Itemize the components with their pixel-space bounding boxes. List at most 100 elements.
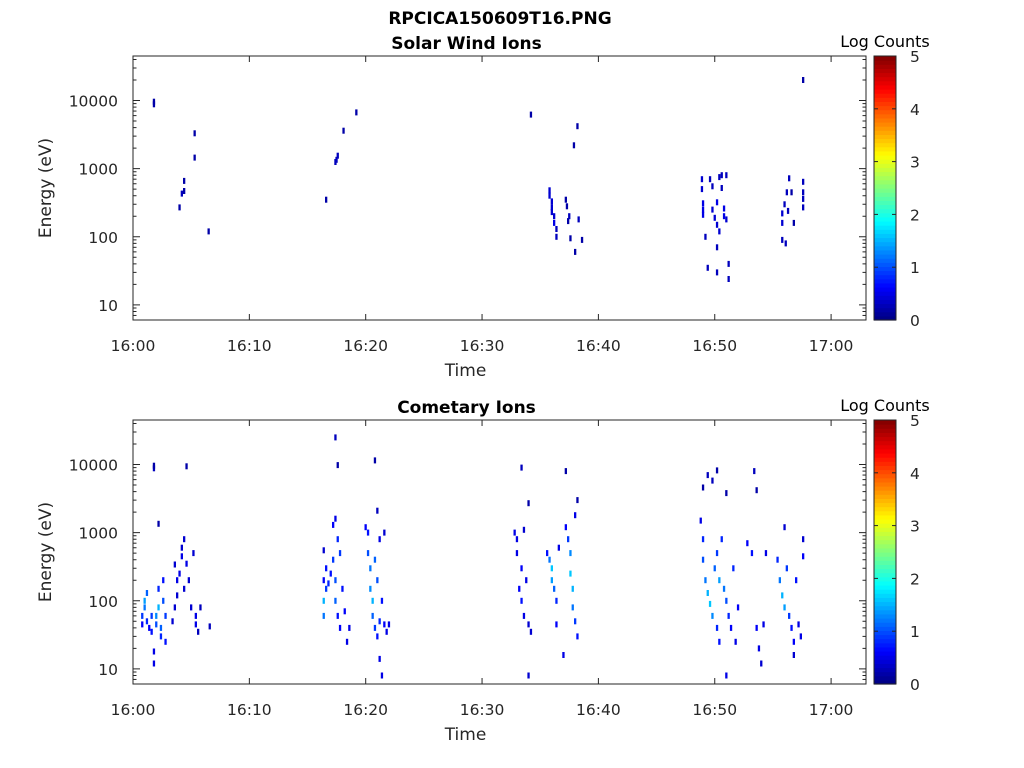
heatmap-cell (527, 500, 530, 507)
heatmap-cell (171, 618, 174, 625)
colorbar-swatch (874, 245, 896, 251)
heatmap-cell (783, 524, 786, 531)
heatmap-cell (141, 621, 144, 628)
heatmap-cell (338, 624, 342, 631)
colorbar-swatch (874, 420, 896, 425)
heatmap-cell (781, 592, 784, 599)
colorbar-swatch (874, 527, 896, 532)
colorbar-swatch (874, 556, 896, 561)
x-tick-label: 16:10 (227, 701, 272, 719)
colorbar-swatch (874, 659, 896, 664)
heatmap-cell (325, 585, 328, 592)
heatmap-cell (345, 638, 349, 645)
heatmap-cell (704, 233, 707, 240)
colorbar-swatch (874, 448, 896, 454)
heatmap-cell (183, 177, 186, 184)
x-tick-label: 16:20 (343, 337, 388, 355)
colorbar-tick-label: 1 (910, 623, 920, 641)
heatmap-cell (571, 585, 574, 592)
heatmap-cell (564, 468, 567, 475)
heatmap-cell (750, 550, 754, 557)
colorbar-swatch (874, 134, 896, 140)
heatmap-cell (802, 204, 805, 211)
heatmap-cell (334, 515, 337, 522)
heatmap-cell (564, 196, 567, 203)
heatmap-cells (152, 77, 805, 282)
heatmap-cell (725, 490, 728, 497)
colorbar-swatch (874, 311, 896, 317)
x-tick-label: 16:50 (692, 337, 737, 355)
colorbar-swatch (874, 179, 896, 185)
heatmap-cell (706, 590, 709, 596)
colorbar-swatch (874, 233, 896, 239)
colorbar-swatch (874, 444, 896, 450)
heatmap-cell (792, 638, 795, 645)
heatmap-cell (520, 597, 523, 604)
heatmap-cell (180, 544, 183, 551)
colorbar-swatch (874, 622, 896, 627)
heatmap-cell (567, 536, 570, 543)
heatmap-cell (527, 672, 530, 679)
heatmap-cell (701, 206, 705, 213)
colorbar-swatch (874, 68, 896, 74)
colorbar-swatch (874, 457, 896, 462)
heatmap-cell (718, 577, 721, 584)
heatmap-cell (711, 206, 714, 213)
colorbar-swatch (874, 469, 896, 475)
heatmap-cell (788, 175, 791, 182)
heatmap-cell (157, 604, 160, 611)
colorbar-swatch (874, 130, 896, 135)
heatmap-cell (755, 624, 758, 631)
heatmap-cell (711, 612, 714, 619)
colorbar-swatch (874, 109, 896, 115)
colorbar-swatch (874, 249, 896, 255)
heatmap-cell (366, 529, 370, 536)
heatmap-cell (546, 550, 549, 557)
colorbar-swatch (874, 278, 896, 284)
heatmap-cell (802, 195, 805, 202)
colorbar-swatch (874, 667, 896, 673)
heatmap-cell (513, 529, 516, 536)
colorbar-tick-label: 4 (910, 101, 920, 119)
plot-frame (132, 55, 867, 321)
heatmap-cell (385, 628, 388, 635)
colorbar-swatch (874, 432, 896, 438)
colorbar-label: Log Counts (840, 396, 930, 415)
heatmap-cell (715, 269, 719, 276)
colorbar-swatch (874, 609, 896, 615)
heatmap-cell (555, 233, 558, 240)
heatmap-cell (185, 463, 188, 470)
colorbar-swatch (874, 76, 896, 82)
heatmap-cell (150, 612, 153, 619)
colorbar-tick-label: 0 (910, 676, 920, 694)
heatmap-cell (783, 201, 786, 208)
heatmap-cell (183, 188, 186, 194)
heatmap-cell (706, 264, 709, 271)
colorbar-swatch (874, 646, 896, 652)
heatmap-cell (555, 621, 558, 628)
heatmap-cell (781, 219, 784, 226)
heatmap-cell (332, 521, 335, 528)
heatmap-cell (783, 604, 786, 611)
heatmap-cell (715, 624, 719, 631)
heatmap-cell (577, 216, 580, 223)
colorbar-swatch (874, 167, 896, 173)
heatmap-cell (336, 536, 339, 543)
heatmap-cell (529, 628, 533, 635)
heatmap-cell (194, 621, 197, 628)
colorbar-swatch (874, 428, 896, 433)
heatmap-cell (784, 240, 787, 247)
colorbar-swatch (874, 84, 896, 90)
heatmap-cell (713, 214, 716, 221)
colorbar-swatch (874, 117, 896, 123)
heatmap-cell (576, 633, 579, 640)
colorbar-swatch (874, 229, 896, 234)
heatmap-cell (576, 497, 579, 504)
heatmap-cell (193, 154, 196, 161)
heatmap-cell (383, 621, 386, 628)
colorbar-tick-label: 5 (910, 412, 920, 430)
heatmap-cell (722, 213, 726, 220)
colorbar-swatch (874, 523, 896, 528)
